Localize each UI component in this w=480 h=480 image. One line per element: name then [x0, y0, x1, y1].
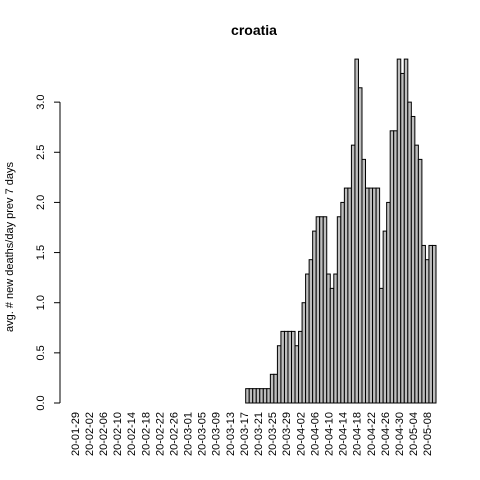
bar [294, 345, 300, 404]
x-tick-label: 20-03-21 [253, 412, 265, 456]
bar [396, 58, 402, 404]
x-tick-label: 20-05-04 [408, 412, 420, 456]
y-tick-marks [54, 101, 60, 404]
bar [301, 302, 307, 404]
y-tick-label: 3.0 [35, 94, 47, 109]
bar [414, 144, 419, 404]
bar [403, 58, 409, 404]
bar [312, 230, 317, 404]
bar [350, 144, 356, 404]
x-tick-label: 20-03-25 [267, 412, 279, 456]
x-tick-label: 20-03-05 [197, 412, 209, 456]
bar [333, 273, 338, 404]
bar [428, 244, 433, 404]
bar [305, 273, 310, 404]
bar [252, 388, 257, 404]
x-tick-label: 20-03-13 [225, 412, 237, 456]
x-tick-label: 20-02-02 [84, 412, 96, 456]
y-tick-label: 0.5 [35, 345, 47, 360]
bar [343, 187, 349, 404]
bar [361, 158, 367, 404]
bar [245, 388, 250, 404]
bar [315, 216, 321, 404]
bar [379, 287, 384, 404]
x-tick-label: 20-02-10 [112, 412, 124, 456]
bar [266, 388, 271, 404]
y-tick-label: 0.0 [35, 395, 47, 410]
x-tick-label: 20-01-29 [70, 412, 82, 456]
bar [375, 187, 381, 404]
bar [389, 130, 395, 404]
y-tick-label: 2.0 [35, 195, 47, 210]
x-tick-label: 20-04-30 [394, 412, 406, 456]
bar [319, 216, 324, 404]
bar [276, 345, 282, 404]
y-tick-labels: 0.0 0.5 1.0 1.5 2.0 2.5 3.0 [35, 94, 47, 410]
bar [407, 101, 412, 404]
bar [410, 115, 416, 404]
x-tick-label: 20-04-06 [309, 412, 321, 456]
x-tick-label: 20-03-29 [281, 412, 293, 456]
bar [280, 330, 285, 404]
bar [291, 330, 296, 404]
x-tick-label: 20-02-26 [168, 412, 180, 456]
bar [393, 130, 398, 404]
bar [336, 216, 342, 404]
x-tick-label: 20-04-02 [295, 412, 307, 456]
bar [255, 388, 261, 404]
bar [269, 373, 275, 404]
bar [382, 230, 388, 404]
y-tick-label: 2.5 [35, 145, 47, 160]
bar [417, 158, 423, 404]
bar [273, 373, 278, 404]
x-tick-label: 20-04-18 [352, 412, 364, 456]
bar [424, 259, 430, 404]
x-tick-label: 20-03-01 [183, 412, 195, 456]
x-tick-label: 20-04-10 [324, 412, 336, 456]
y-tick-label: 1.0 [35, 295, 47, 310]
bar [308, 259, 314, 404]
bar [421, 244, 426, 404]
bar [400, 72, 405, 404]
bar [326, 273, 331, 404]
x-tick-label: 20-03-09 [211, 412, 223, 456]
x-tick-label: 20-02-06 [98, 412, 110, 456]
y-tick-label: 1.5 [35, 245, 47, 260]
x-tick-label: 20-04-14 [338, 412, 350, 456]
x-tick-label: 20-04-22 [366, 412, 378, 456]
bar [262, 388, 268, 404]
x-tick-label: 20-02-18 [140, 412, 152, 456]
bars [245, 58, 437, 404]
bar [340, 201, 345, 404]
bar [259, 388, 264, 404]
chart-title: croatia [231, 22, 277, 38]
bar [372, 187, 377, 404]
bar [298, 330, 303, 404]
bar [283, 330, 289, 404]
bar [354, 58, 359, 404]
x-tick-label: 20-02-22 [154, 412, 166, 456]
bar [287, 330, 293, 404]
bar [431, 244, 437, 404]
bar [357, 87, 363, 404]
x-tick-labels: 20-01-29 20-02-02 20-02-06 20-02-10 20-02-14… [70, 412, 434, 456]
y-axis-label: avg. # new deaths/day prev 7 days [4, 162, 16, 332]
x-tick-label: 20-04-26 [380, 412, 392, 456]
bar [347, 187, 352, 404]
x-tick-label: 20-05-08 [422, 412, 434, 456]
x-tick-label: 20-02-14 [126, 412, 138, 456]
bar [329, 287, 335, 404]
bar [248, 388, 254, 404]
bar [322, 216, 328, 404]
bar [386, 201, 391, 404]
x-tick-label: 20-03-17 [239, 412, 251, 456]
bar [365, 187, 370, 404]
bar [368, 187, 374, 404]
